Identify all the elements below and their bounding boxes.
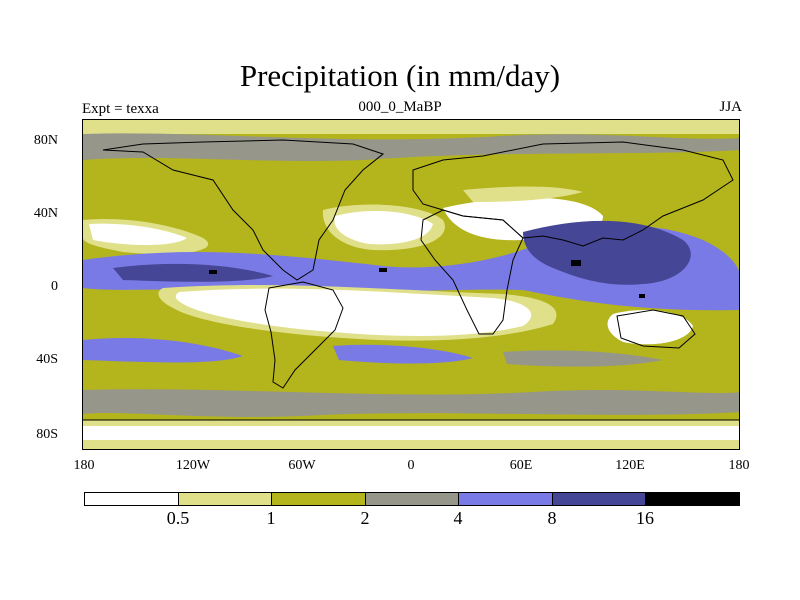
south-america-outline — [264, 281, 344, 389]
east-pacific-itcz — [113, 263, 273, 282]
colorbar-seg-6 — [646, 493, 740, 505]
australia-outline — [616, 309, 696, 349]
colorbar-seg-4 — [459, 493, 553, 505]
lon-tick-120e: 120E — [615, 458, 645, 473]
lat-tick-0: 0 — [51, 279, 58, 294]
lat-tick-40s: 40S — [36, 352, 58, 367]
npacific-dry — [89, 223, 187, 245]
natlantic-dry — [334, 210, 433, 245]
colorbar-seg-2 — [272, 493, 366, 505]
colorbar-label-1: 1 — [266, 508, 276, 528]
colorbar-label-2: 2 — [360, 508, 370, 528]
lat-tick-80s: 80S — [36, 427, 58, 442]
central-asia-dry — [463, 186, 583, 202]
lon-tick-180w: 180 — [73, 458, 95, 473]
north-storm-band — [83, 133, 739, 161]
satlantic-wet — [333, 344, 473, 364]
coastlines — [83, 139, 739, 421]
colorbar-seg-3 — [365, 493, 460, 505]
colorbar-label-0: 0.5 — [166, 508, 190, 528]
asian-monsoon — [523, 220, 691, 285]
antarctic-dry — [83, 426, 739, 440]
precip-max-3 — [571, 260, 581, 266]
lon-tick-0: 0 — [407, 458, 415, 473]
colorbar — [84, 492, 740, 506]
spacific-wet — [83, 337, 243, 363]
colorbar-label-5: 16 — [636, 508, 654, 528]
map-title: Precipitation (in mm/day) — [239, 58, 561, 93]
north-america-outline — [102, 139, 385, 281]
precipitation-map — [82, 119, 740, 450]
colorbar-seg-5 — [552, 493, 647, 505]
colorbar-seg-1 — [178, 493, 273, 505]
map-svg — [83, 120, 739, 449]
lon-tick-60e: 60E — [509, 458, 533, 473]
indian-ocean-mid — [503, 350, 663, 367]
arctic-band — [83, 120, 739, 134]
colorbar-seg-0 — [85, 493, 179, 505]
australia-dry — [607, 310, 693, 345]
south-dry — [175, 288, 532, 336]
time-label: 000_0_MaBP — [358, 99, 442, 115]
precip-max-2 — [379, 268, 387, 272]
colorbar-label-3: 4 — [453, 508, 463, 528]
lon-tick-60w: 60W — [288, 458, 316, 473]
eurasia-outline — [412, 141, 734, 247]
precip-max-4 — [639, 294, 645, 298]
experiment-label: Expt = texxa — [82, 101, 159, 117]
season-label: JJA — [719, 99, 742, 115]
south-storm-band — [83, 389, 739, 417]
precip-max-1 — [209, 270, 217, 274]
colorbar-label-4: 8 — [547, 508, 557, 528]
lon-tick-180e: 180 — [728, 458, 750, 473]
lon-tick-120w: 120W — [175, 458, 211, 473]
lat-tick-40n: 40N — [33, 206, 58, 221]
lat-tick-80n: 80N — [33, 133, 58, 148]
